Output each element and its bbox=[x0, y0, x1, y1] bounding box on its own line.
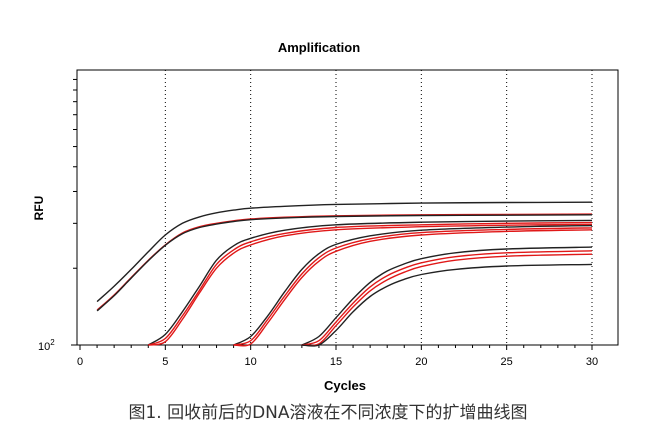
x-tick-label-20: 20 bbox=[415, 356, 427, 368]
series-line-9 bbox=[233, 229, 593, 347]
series-line-10 bbox=[301, 246, 593, 346]
x-tick-label-30: 30 bbox=[586, 356, 598, 368]
y-tick-label-base: 102 bbox=[38, 338, 55, 353]
series-line-3 bbox=[96, 214, 593, 312]
chart-title: Amplification bbox=[278, 40, 360, 55]
x-axis-ticks: 0 5 10 15 20 25 30 bbox=[77, 345, 598, 368]
series-line-6 bbox=[148, 223, 593, 346]
series-line-12 bbox=[301, 253, 593, 347]
series-line-5 bbox=[148, 221, 593, 346]
x-tick-label-0: 0 bbox=[77, 356, 83, 368]
y-axis-label: RFU bbox=[32, 196, 46, 221]
y-minor-ticks bbox=[71, 78, 77, 346]
series-line-13 bbox=[301, 263, 593, 347]
series-line-1 bbox=[96, 201, 593, 303]
x-tick-label-15: 15 bbox=[330, 356, 342, 368]
x-tick-label-10: 10 bbox=[245, 356, 257, 368]
vertical-gridlines bbox=[164, 70, 593, 345]
x-axis-label: Cycles bbox=[324, 378, 366, 393]
figure-caption: 图1. 回收前后的DNA溶液在不同浓度下的扩增曲线图 bbox=[128, 403, 528, 423]
y-tick-label-mantissa: 10 bbox=[38, 341, 50, 353]
series-line-7 bbox=[233, 224, 593, 346]
series-line-8 bbox=[233, 227, 593, 346]
x-tick-label-25: 25 bbox=[501, 356, 513, 368]
series-lines bbox=[96, 201, 593, 347]
x-tick-label-5: 5 bbox=[162, 356, 168, 368]
y-tick-label-exponent: 2 bbox=[50, 338, 55, 347]
plot-frame bbox=[76, 69, 619, 346]
series-line-4 bbox=[147, 219, 593, 346]
series-line-11 bbox=[301, 250, 593, 346]
